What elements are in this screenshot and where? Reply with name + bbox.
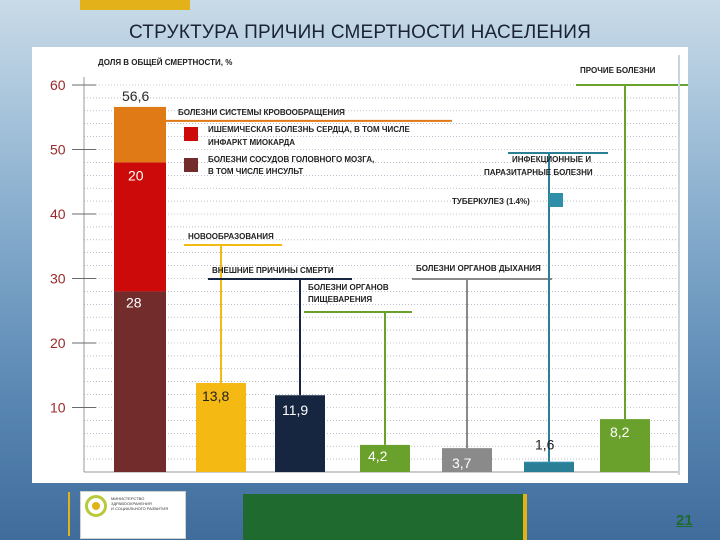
legend-swatch-tuberculosis (549, 193, 563, 207)
caption-infectious-line2: ПАРАЗИТАРНЫЕ БОЛЕЗНИ (484, 168, 593, 177)
footer-green-bar (243, 494, 527, 540)
bar-segment-tuberculosis (524, 462, 574, 472)
page-number: 21 (676, 512, 693, 529)
y-tick-label: 10 (50, 400, 66, 416)
data-label-circulatory: 56,6 (122, 88, 149, 104)
data-label-external: 11,9 (282, 402, 308, 418)
bar-segment-stroke (114, 291, 166, 472)
y-axis-title: ДОЛЯ В ОБЩЕЙ СМЕРТНОСТИ, % (98, 58, 232, 67)
y-tick-label: 20 (50, 335, 66, 351)
bar-respiratory (442, 448, 492, 472)
legend-swatch-stroke (184, 158, 198, 172)
bar-segment-circulatory-other (114, 106, 166, 163)
caption-tuberculosis: ТУБЕРКУЛЕЗ (1.4%) (452, 197, 530, 206)
legend-label-ischemic-line1: ИШЕМИЧЕСКАЯ БОЛЕЗНЬ СЕРДЦА, В ТОМ ЧИСЛЕ (208, 125, 410, 134)
caption-digestive-line2: ПИЩЕВАРЕНИЯ (308, 295, 372, 304)
legend-label-ischemic-line2: ИНФАРКТ МИОКАРДА (208, 138, 295, 147)
footer-accent-line (68, 492, 70, 536)
y-tick-label: 40 (50, 206, 66, 222)
caption-digestive-line1: БОЛЕЗНИ ОРГАНОВ (308, 283, 389, 292)
caption-respiratory: БОЛЕЗНИ ОРГАНОВ ДЫХАНИЯ (416, 264, 541, 273)
bar-neoplasms (196, 382, 246, 472)
y-tick-label: 50 (50, 142, 66, 158)
data-label-infectious: 1,6 (535, 437, 555, 453)
panel-border (678, 55, 680, 475)
legend-label-stroke-line2: В ТОМ ЧИСЛЕ ИНСУЛЬТ (208, 167, 303, 176)
y-tick-label: 30 (50, 271, 66, 287)
data-label-respiratory: 3,7 (452, 455, 472, 471)
mortality-chart: 10 20 30 40 50 60 ДОЛЯ В ОБЩЕЙ СМЕРТНОСТИ, % 28… (50, 58, 688, 473)
bar-other (600, 419, 650, 472)
legend-label-stroke-line1: БОЛЕЗНИ СОСУДОВ ГОЛОВНОГО МОЗГА, (208, 155, 374, 164)
top-accent-tab (80, 0, 190, 10)
caption-other: ПРОЧИЕ БОЛЕЗНИ (580, 66, 656, 75)
ministry-emblem-icon (85, 495, 107, 517)
bar-segment-ischemic (114, 162, 166, 292)
data-label-ischemic: 20 (128, 167, 144, 183)
bar-external (275, 395, 325, 472)
ministry-logo-text: МИНИСТЕРСТВО ЗДРАВООХРАНЕНИЯ И СОЦИАЛЬНО… (111, 496, 169, 511)
data-label-stroke: 28 (126, 294, 142, 310)
data-label-neoplasms: 13,8 (202, 388, 229, 404)
caption-infectious-line1: ИНФЕКЦИОННЫЕ И (512, 155, 591, 164)
caption-neoplasms: НОВООБРАЗОВАНИЯ (188, 232, 274, 241)
caption-circulatory: БОЛЕЗНИ СИСТЕМЫ КРОВООБРАЩЕНИЯ (178, 108, 345, 117)
ministry-logo: МИНИСТЕРСТВО ЗДРАВООХРАНЕНИЯ И СОЦИАЛЬНО… (80, 491, 186, 539)
data-label-other: 8,2 (610, 424, 630, 440)
bar-digestive (360, 444, 410, 472)
caption-external: ВНЕШНИЕ ПРИЧИНЫ СМЕРТИ (212, 266, 334, 275)
y-tick-label: 60 (50, 77, 66, 93)
legend-swatch-ischemic (184, 127, 198, 141)
data-label-digestive: 4,2 (368, 448, 388, 464)
slide-title: СТРУКТУРА ПРИЧИН СМЕРТНОСТИ НАСЕЛЕНИЯ (129, 22, 591, 43)
